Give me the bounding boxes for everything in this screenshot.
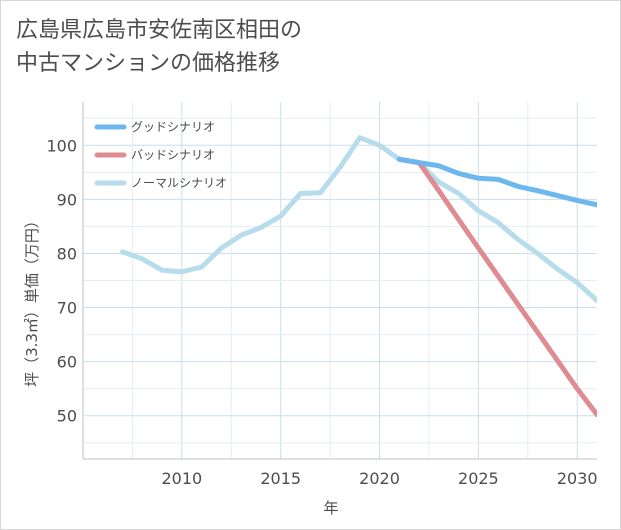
legend-label: バッドシナリオ — [131, 148, 215, 162]
x-tick-label: 2030 — [557, 469, 598, 488]
x-axis-label: 年 — [323, 499, 338, 517]
y-tick-label: 70 — [57, 299, 77, 318]
series-line-0 — [396, 156, 597, 208]
y-tick-label: 100 — [46, 136, 77, 155]
series-lines — [120, 135, 597, 418]
legend-label: ノーマルシナリオ — [131, 176, 227, 190]
y-axis-label: 坪（3.3㎡）単価（万円） — [23, 213, 41, 387]
x-tick-label: 2010 — [161, 469, 202, 488]
y-tick-label: 50 — [57, 407, 77, 426]
grid — [83, 102, 597, 459]
y-tick-label: 90 — [57, 190, 77, 209]
y-tick-label: 80 — [57, 244, 77, 263]
series-line-1 — [396, 156, 597, 418]
legend-label: グッドシナリオ — [131, 120, 215, 134]
y-tick-label: 60 — [57, 353, 77, 372]
axes — [82, 102, 597, 460]
x-tick-label: 2015 — [260, 469, 301, 488]
chart-title: 広島県広島市安佐南区相田の 中古マンションの価格推移 — [16, 18, 303, 76]
x-tick-label: 2020 — [359, 469, 400, 488]
tick-labels: 50 60 70 80 90 100 2010 2015 2020 2025 2030 — [46, 136, 597, 488]
series-line-2 — [120, 135, 597, 303]
x-tick-label: 2025 — [458, 469, 499, 488]
